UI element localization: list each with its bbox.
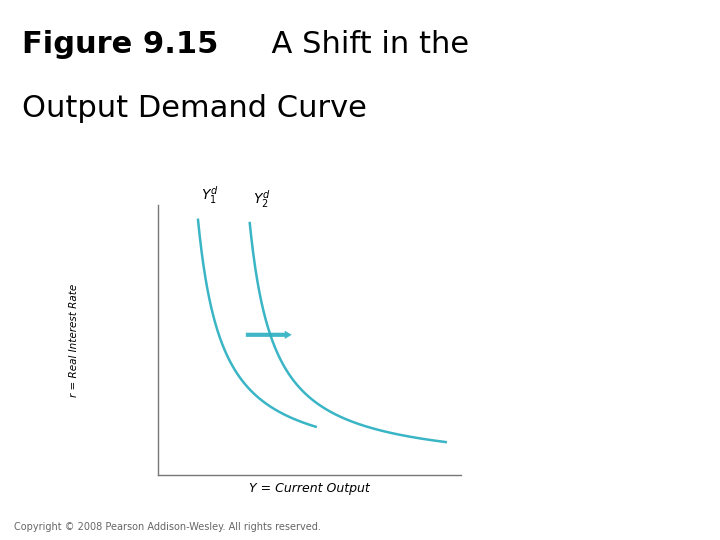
- Text: Copyright © 2008 Pearson Addison-Wesley. All rights reserved.: Copyright © 2008 Pearson Addison-Wesley.…: [14, 522, 321, 532]
- Text: Output Demand Curve: Output Demand Curve: [22, 93, 367, 123]
- Text: r = Real Interest Rate: r = Real Interest Rate: [68, 284, 78, 397]
- Text: A Shift in the: A Shift in the: [252, 30, 469, 59]
- X-axis label: Y = Current Output: Y = Current Output: [249, 482, 370, 495]
- Text: 9-41: 9-41: [636, 507, 688, 527]
- Text: $\mathit{Y}_1^d$: $\mathit{Y}_1^d$: [201, 184, 219, 206]
- Text: Figure 9.15: Figure 9.15: [22, 30, 219, 59]
- FancyArrowPatch shape: [246, 330, 292, 339]
- Text: $\mathit{Y}_2^d$: $\mathit{Y}_2^d$: [253, 188, 271, 210]
